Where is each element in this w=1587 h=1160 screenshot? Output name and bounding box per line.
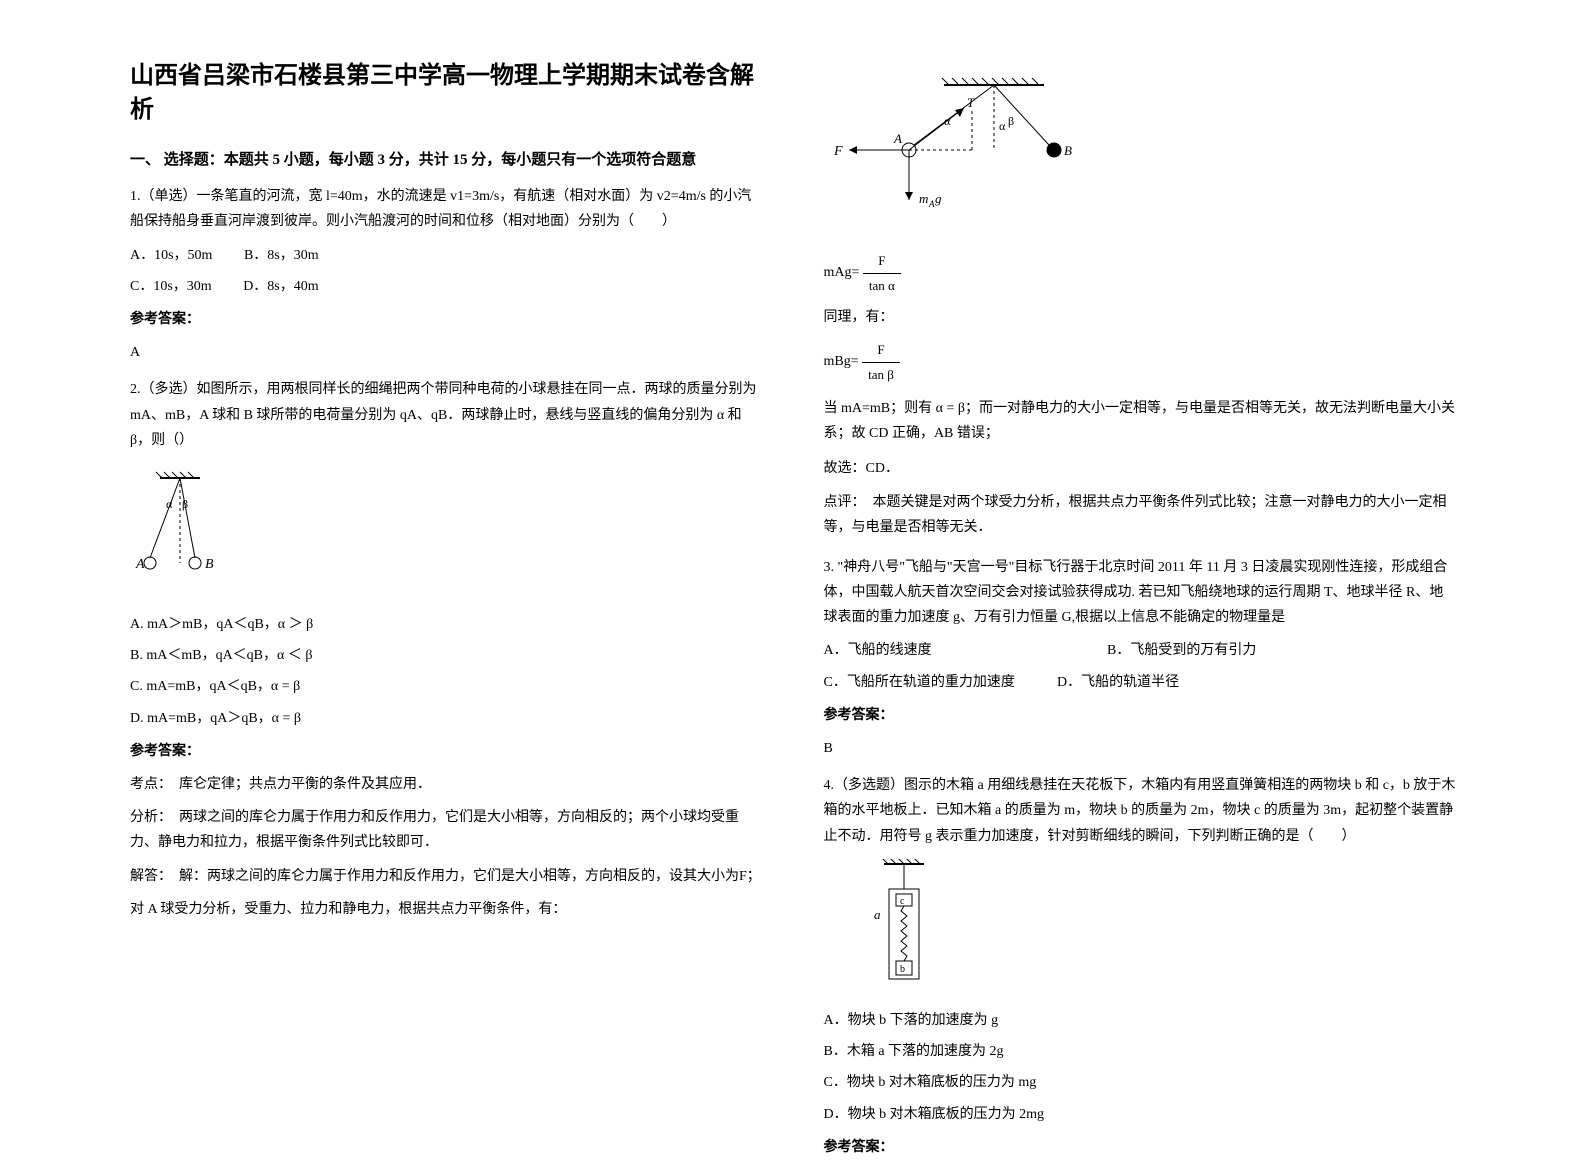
svg-text:A: A [893, 131, 902, 146]
q2-fenxi: 分析： 两球之间的库仑力属于作用力和反作用力，它们是大小相等，方向相反的；两个小… [130, 805, 764, 855]
svg-text:g: g [935, 191, 942, 206]
q2-jieda: 解答： 解：两球之间的库仑力属于作用力和反作用力，它们是大小相等，方向相反的，设… [130, 864, 764, 889]
formula2-top: F [862, 338, 900, 362]
q2-kaodian: 考点： 库仑定律；共点力平衡的条件及其应用． [130, 772, 764, 797]
left-column: 山西省吕梁市石楼县第三中学高一物理上学期期末试卷含解析 一、 选择题：本题共 5… [100, 60, 794, 1062]
q1-options-row1: A．10s，50m B．8s，30m [130, 243, 764, 268]
q3-row2: C．飞船所在轨道的重力加速度 D．飞船的轨道半径 [824, 670, 1458, 695]
q4-stem: 4.（多选题）图示的木箱 a 用细线悬挂在天花板下，木箱内有用竖直弹簧相连的两物… [824, 773, 1458, 849]
q2-opt-d: D. mA=mB，qA＞qB，α = β [130, 706, 764, 731]
q1-opt-c: C．10s，30m [130, 279, 212, 294]
question-1: 1.（单选）一条笔直的河流，宽 l=40m，水的流速是 v1=3m/s，有航速（… [130, 184, 764, 365]
tongli: 同理，有： [824, 305, 1458, 330]
svg-text:T: T [967, 95, 975, 110]
svg-text:F: F [833, 144, 843, 159]
q3-opt-c: C．飞船所在轨道的重力加速度 [824, 670, 1054, 695]
q1-answer-label: 参考答案： [130, 307, 764, 332]
q1-options: A．10s，50m B．8s，30m C．10s，30m D．8s，40m [130, 243, 764, 299]
q3-stem: 3. "神舟八号"飞船与"天宫一号"目标飞行器于北京时间 2011 年 11 月… [824, 555, 1458, 631]
svg-text:A: A [928, 199, 935, 209]
right-column: A B α β F T α m A g mAg= F tan α 同理，有： [794, 60, 1488, 1062]
q1-opt-a: A．10s，50m [130, 248, 212, 263]
q4-opt-a: A．物块 b 下落的加速度为 g [824, 1008, 1458, 1033]
q2-diagram: A B α β [130, 468, 764, 597]
q1-stem: 1.（单选）一条笔直的河流，宽 l=40m，水的流速是 v1=3m/s，有航速（… [130, 184, 764, 234]
svg-text:m: m [919, 191, 928, 206]
question-3: 3. "神舟八号"飞船与"天宫一号"目标飞行器于北京时间 2011 年 11 月… [824, 555, 1458, 761]
q1-answer: A [130, 340, 764, 365]
q1-opt-d: D．8s，40m [243, 279, 318, 294]
question-4: 4.（多选题）图示的木箱 a 用细线悬挂在天花板下，木箱内有用竖直弹簧相连的两物… [824, 773, 1458, 1160]
formula1-top: F [863, 249, 901, 273]
svg-text:β: β [1008, 114, 1014, 128]
q2-jieda2: 对 A 球受力分析，受重力、拉力和静电力，根据共点力平衡条件，有： [130, 897, 764, 922]
q1-opt-b: B．8s，30m [244, 248, 319, 263]
q4-diagram: a c b [864, 859, 1458, 998]
q3-answer-label: 参考答案： [824, 703, 1458, 728]
q3-opt-a: A．飞船的线速度 [824, 638, 1104, 663]
formula1-bot: tan α [863, 274, 901, 297]
q1-options-row2: C．10s，30m D．8s，40m [130, 274, 764, 299]
formula2-bot: tan β [862, 363, 900, 386]
force-diagram: A B α β F T α m A g [824, 75, 1458, 234]
q3-opt-d: D．飞船的轨道半径 [1057, 675, 1179, 690]
formula2-left: mBg= [824, 354, 859, 369]
q3-answer: B [824, 736, 1458, 761]
dianping: 点评： 本题关键是对两个球受力分析，根据共点力平衡条件列式比较；注意一对静电力的… [824, 490, 1458, 540]
svg-text:B: B [205, 557, 214, 572]
svg-text:α: α [166, 497, 173, 511]
svg-text:B: B [1064, 143, 1072, 158]
q4-opt-b: B．木箱 a 下落的加速度为 2g [824, 1039, 1458, 1064]
q2-opt-c: C. mA=mB，qA＜qB，α = β [130, 674, 764, 699]
formula-1: mAg= F tan α [824, 249, 1458, 297]
svg-text:c: c [900, 896, 905, 907]
q2-options: A. mA＞mB，qA＜qB，α ＞ β B. mA＜mB，qA＜qB，α ＜ … [130, 612, 764, 731]
section-1-heading: 一、 选择题：本题共 5 小题，每小题 3 分，共计 15 分，每小题只有一个选… [130, 147, 764, 174]
formula1-left: mAg= [824, 265, 860, 280]
q2-stem: 2.（多选）如图所示，用两根同样长的细绳把两个带同种电荷的小球悬挂在同一点．两球… [130, 377, 764, 453]
q4-opt-c: C．物块 b 对木箱底板的压力为 mg [824, 1070, 1458, 1095]
svg-text:A: A [135, 557, 145, 572]
svg-text:α: α [999, 119, 1006, 133]
formula-2: mBg= F tan β [824, 338, 1458, 386]
formula1-fraction: F tan α [863, 249, 901, 297]
q4-answer-label: 参考答案： [824, 1135, 1458, 1160]
q4-options: A．物块 b 下落的加速度为 g B．木箱 a 下落的加速度为 2g C．物块 … [824, 1008, 1458, 1127]
svg-text:a: a [874, 907, 881, 922]
q2-answer-label: 参考答案： [130, 739, 764, 764]
q2-opt-a: A. mA＞mB，qA＜qB，α ＞ β [130, 612, 764, 637]
question-2: 2.（多选）如图所示，用两根同样长的细绳把两个带同种电荷的小球悬挂在同一点．两球… [130, 377, 764, 922]
conclusion1: 当 mA=mB；则有 α = β；而一对静电力的大小一定相等，与电量是否相等无关… [824, 396, 1458, 446]
q3-opt-b: B．飞船受到的万有引力 [1107, 643, 1256, 658]
q3-options: A．飞船的线速度 B．飞船受到的万有引力 C．飞船所在轨道的重力加速度 D．飞船… [824, 638, 1458, 694]
q2-opt-b: B. mA＜mB，qA＜qB，α ＜ β [130, 643, 764, 668]
q3-row1: A．飞船的线速度 B．飞船受到的万有引力 [824, 638, 1458, 663]
svg-text:β: β [182, 497, 188, 511]
guxuan: 故选：CD． [824, 456, 1458, 481]
formula2-fraction: F tan β [862, 338, 900, 386]
q4-opt-d: D．物块 b 对木箱底板的压力为 2mg [824, 1102, 1458, 1127]
document-title: 山西省吕梁市石楼县第三中学高一物理上学期期末试卷含解析 [130, 60, 764, 127]
svg-text:b: b [900, 964, 905, 975]
